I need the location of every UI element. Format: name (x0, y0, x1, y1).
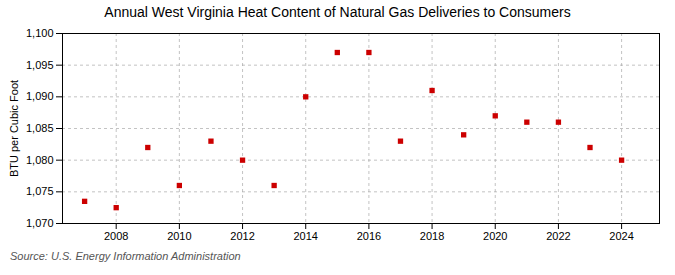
html-text:Annual West Virginia Heat Cont: Annual West Virginia Heat Content of Nat… (104, 4, 571, 20)
svg-text:2012: 2012 (230, 230, 254, 242)
html-text:Source: U.S. Energy Informatio: Source: U.S. Energy Information Administ… (10, 250, 241, 262)
svg-text:BTU per Cubic Foot: BTU per Cubic Foot (8, 80, 20, 177)
svg-text:1,075: 1,075 (26, 185, 54, 197)
svg-text:2018: 2018 (420, 230, 444, 242)
svg-text:2024: 2024 (609, 230, 633, 242)
svg-text:1,080: 1,080 (26, 154, 54, 166)
svg-text:2022: 2022 (546, 230, 570, 242)
svg-text:2010: 2010 (167, 230, 191, 242)
svg-text:2020: 2020 (483, 230, 507, 242)
svg-text:2014: 2014 (293, 230, 317, 242)
svg-text:1,070: 1,070 (26, 217, 54, 229)
svg-text:1,100: 1,100 (26, 27, 54, 39)
svg-text:2016: 2016 (357, 230, 381, 242)
svg-text:1,085: 1,085 (26, 122, 54, 134)
svg-text:1,090: 1,090 (26, 90, 54, 102)
svg-text:2008: 2008 (104, 230, 128, 242)
svg-text:1,095: 1,095 (26, 59, 54, 71)
